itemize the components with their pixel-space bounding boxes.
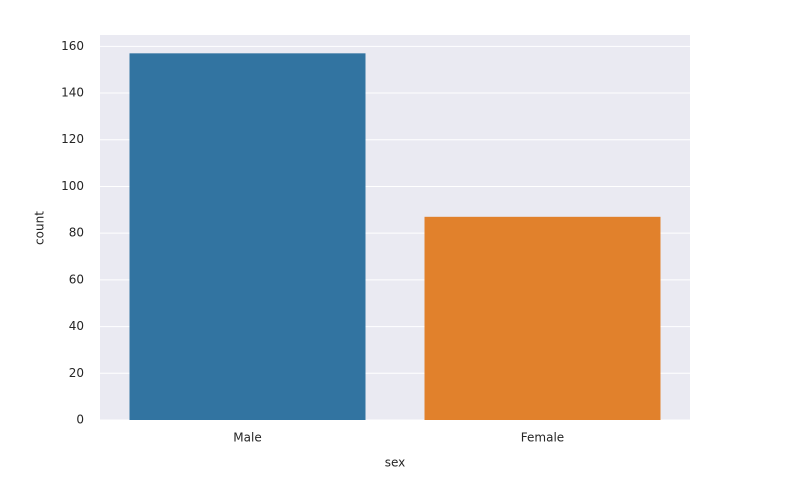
y-tick-label: 60 <box>69 272 84 286</box>
y-tick-label: 20 <box>69 366 84 380</box>
y-axis-label: count <box>33 211 47 245</box>
y-tick-label: 80 <box>69 226 84 240</box>
y-tick-label: 140 <box>61 86 84 100</box>
y-tick-label: 120 <box>61 132 84 146</box>
y-tick-label: 0 <box>76 413 84 427</box>
x-tick-label: Male <box>233 431 261 445</box>
x-tick-label: Female <box>521 431 564 445</box>
x-axis-label: sex <box>385 456 406 470</box>
bar <box>129 53 366 420</box>
y-tick-label: 40 <box>69 319 84 333</box>
bar <box>424 216 661 420</box>
y-tick-label: 160 <box>61 39 84 53</box>
y-tick-label: 100 <box>61 179 84 193</box>
